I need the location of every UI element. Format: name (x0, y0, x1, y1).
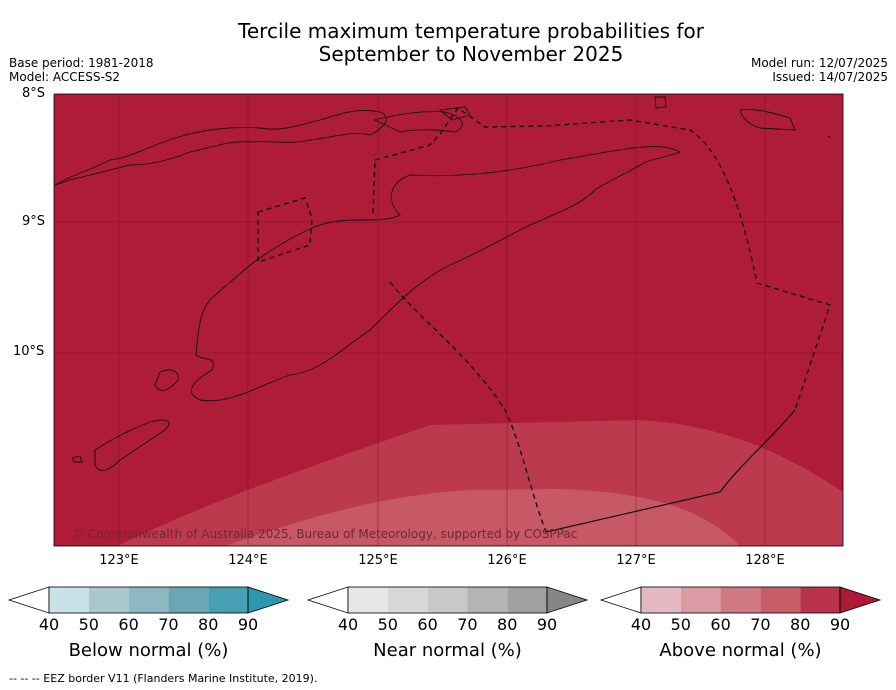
copyright-notice: © Commonwealth of Australia 2025, Bureau… (72, 527, 578, 541)
colorbar-tick-label: 60 (417, 615, 438, 634)
lon-label-126e: 126°E (487, 553, 527, 568)
colorbar-title: Near normal (%) (373, 640, 522, 661)
lon-label-124e: 124°E (228, 553, 268, 568)
model-info: Base period: 1981-2018 Model: ACCESS-S2 (9, 56, 154, 84)
sumba-rote-islands-outline (71, 369, 179, 471)
coastlines (54, 96, 832, 471)
colorbar-2 (599, 586, 882, 614)
lon-label-127e: 127°E (616, 553, 656, 568)
colorbar-tick-label: 80 (497, 615, 518, 634)
lon-label-125e: 125°E (358, 553, 398, 568)
lat-label-8s: 8°S (22, 86, 46, 101)
colorbar-segment (800, 587, 840, 613)
colorbar-1 (306, 586, 589, 614)
model-run: Model run: 12/07/2025 (750, 56, 888, 70)
colorbar-title: Below normal (%) (68, 640, 229, 661)
colorbar-high-arrow (546, 586, 589, 614)
lat-label-10s: 10°S (13, 344, 45, 359)
colorbar-low-arrow (306, 586, 349, 614)
colorbar-low-arrow (7, 586, 50, 614)
lat-label-9s: 9°S (22, 214, 46, 229)
gridlines (54, 94, 843, 546)
colorbar-segment (467, 587, 508, 613)
lon-label-123e: 123°E (99, 553, 139, 568)
colorbar-tick-label: 80 (790, 615, 811, 634)
colorbar-0 (7, 586, 290, 614)
colorbar-tick-label: 80 (198, 615, 219, 634)
eez-borders (257, 107, 831, 533)
run-info: Model run: 12/07/2025 Issued: 14/07/2025 (751, 56, 888, 84)
title-line-1: Tercile maximum temperature probabilitie… (238, 19, 704, 43)
colorbar-tick-label: 40 (38, 615, 60, 634)
colorbar-tick-label: 70 (750, 615, 771, 634)
colorbar-tick-label: 90 (237, 615, 259, 634)
eez-border-north (439, 107, 831, 411)
colorbar-segment (128, 587, 169, 613)
colorbar-frame (640, 586, 841, 614)
colorbar-segment (208, 587, 248, 613)
colorbar-tick-label: 40 (630, 615, 652, 634)
colorbar-tick-label: 40 (337, 615, 359, 634)
colorbar-tick-label: 90 (536, 615, 558, 634)
title-line-2: September to November 2025 (318, 42, 624, 66)
colorbar-tick-label: 70 (457, 615, 478, 634)
flores-island-outline (54, 109, 387, 186)
colorbar-segment (720, 587, 761, 613)
colorbar-segment (348, 587, 388, 613)
colorbar-high-arrow (839, 586, 882, 614)
colorbar-segment (168, 587, 209, 613)
colorbar-tick-label: 90 (829, 615, 851, 634)
eez-border-solid (545, 409, 796, 533)
colorbar-tick-label: 70 (158, 615, 179, 634)
map-title: Tercile maximum temperature probabilitie… (0, 20, 896, 66)
timor-island-outline (190, 146, 682, 402)
eastern-islands-outline (654, 96, 832, 139)
colorbar-tick-label: 60 (118, 615, 139, 634)
model-name: Model: ACCESS-S2 (9, 70, 121, 84)
colorbar-segment (680, 587, 721, 613)
colorbar-high-arrow (247, 586, 290, 614)
colorbar-tick-label: 50 (377, 615, 398, 634)
colorbar-segment (427, 587, 468, 613)
colorbar-segment (387, 587, 428, 613)
colorbar-tick-label: 60 (710, 615, 731, 634)
colorbar-segment (88, 587, 129, 613)
eez-footnote: -- -- -- EEZ border V11 (Flanders Marine… (9, 672, 318, 685)
probability-map (53, 93, 844, 547)
eez-border-south (389, 281, 547, 533)
probability-zone-70 (225, 489, 740, 546)
colorbar-tick-label: 50 (78, 615, 99, 634)
colorbar-frame (48, 586, 249, 614)
issued-date: Issued: 14/07/2025 (772, 70, 888, 84)
eez-border-enclave (257, 133, 441, 263)
colorbar-segment (49, 587, 89, 613)
map-frame (53, 93, 844, 547)
colorbar-low-arrow (599, 586, 642, 614)
colorbar-frame (347, 586, 548, 614)
alor-wetar-islands-outline (373, 106, 471, 133)
colorbar-tick-label: 50 (670, 615, 691, 634)
colorbar-legends (7, 586, 882, 614)
colorbar-segment (641, 587, 681, 613)
lon-label-128e: 128°E (745, 553, 785, 568)
colorbar-title: Above normal (%) (659, 640, 822, 661)
colorbar-segment (760, 587, 801, 613)
base-period: Base period: 1981-2018 (9, 56, 154, 70)
colorbar-segment (507, 587, 547, 613)
